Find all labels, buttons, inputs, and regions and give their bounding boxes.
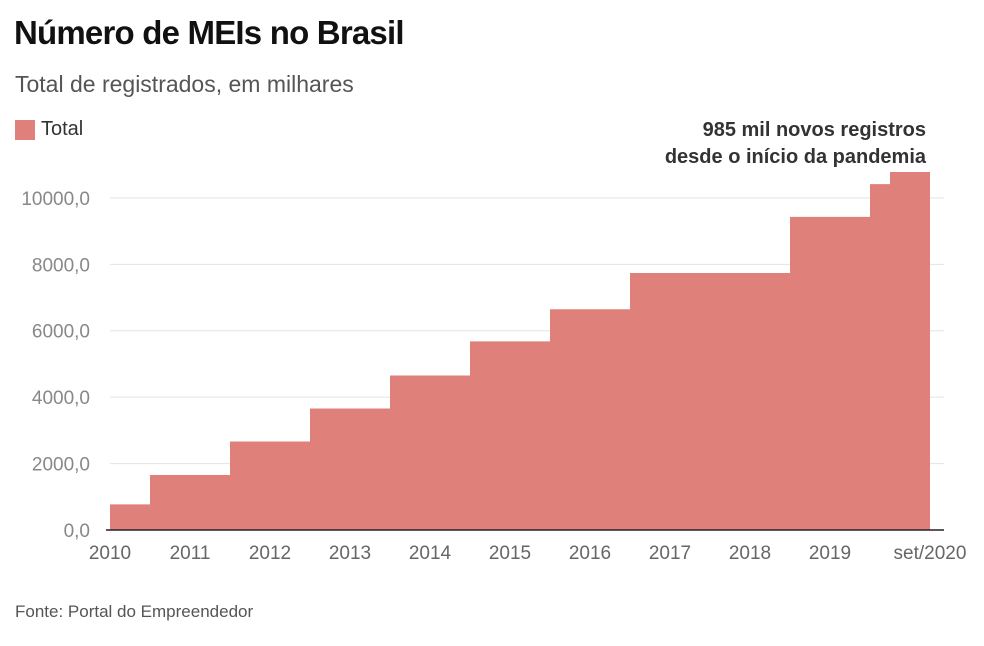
total-area — [110, 172, 930, 530]
x-tick-label: 2016 — [569, 543, 611, 564]
y-tick-label: 0,0 — [64, 521, 90, 542]
chart-subtitle: Total de registrados, em milhares — [15, 71, 354, 97]
x-tick-label: 2011 — [170, 543, 211, 564]
legend-swatch — [15, 119, 35, 140]
x-tick-label: 2010 — [89, 543, 131, 564]
x-tick-label: set/2020 — [894, 543, 967, 564]
x-tick-label: 2014 — [409, 543, 452, 564]
x-tick-label: 2015 — [489, 543, 531, 564]
y-tick-label: 4000,0 — [32, 388, 90, 409]
x-tick-label: 2013 — [329, 543, 371, 564]
x-tick-label: 2019 — [809, 543, 851, 564]
x-tick-label: 2017 — [649, 543, 691, 564]
y-tick-label: 6000,0 — [32, 322, 90, 343]
chart-title: Número de MEIs no Brasil — [14, 14, 405, 51]
annotation-line-2: desde o início da pandemia — [664, 146, 926, 168]
y-tick-label: 10000,0 — [21, 189, 90, 210]
y-tick-label: 8000,0 — [32, 255, 90, 276]
y-axis: 0,0 2000,0 4000,0 6000,0 8000,0 10000,0 — [21, 189, 90, 542]
pandemic-annotation: 985 mil novos registros desde o início d… — [665, 117, 926, 171]
x-tick-label: 2012 — [249, 543, 291, 564]
legend: Total — [15, 118, 83, 141]
annotation-line-1: 985 mil novos registros — [702, 119, 926, 141]
x-tick-label: 2018 — [729, 543, 771, 564]
y-tick-label: 2000,0 — [32, 455, 90, 476]
legend-label: Total — [41, 118, 84, 140]
x-axis: 2010 2011 2012 2013 2014 2015 2016 2017 2018 2019… — [89, 529, 967, 564]
area-series — [110, 172, 930, 530]
source-note: Fonte: Portal do Empreendedor — [15, 602, 254, 621]
